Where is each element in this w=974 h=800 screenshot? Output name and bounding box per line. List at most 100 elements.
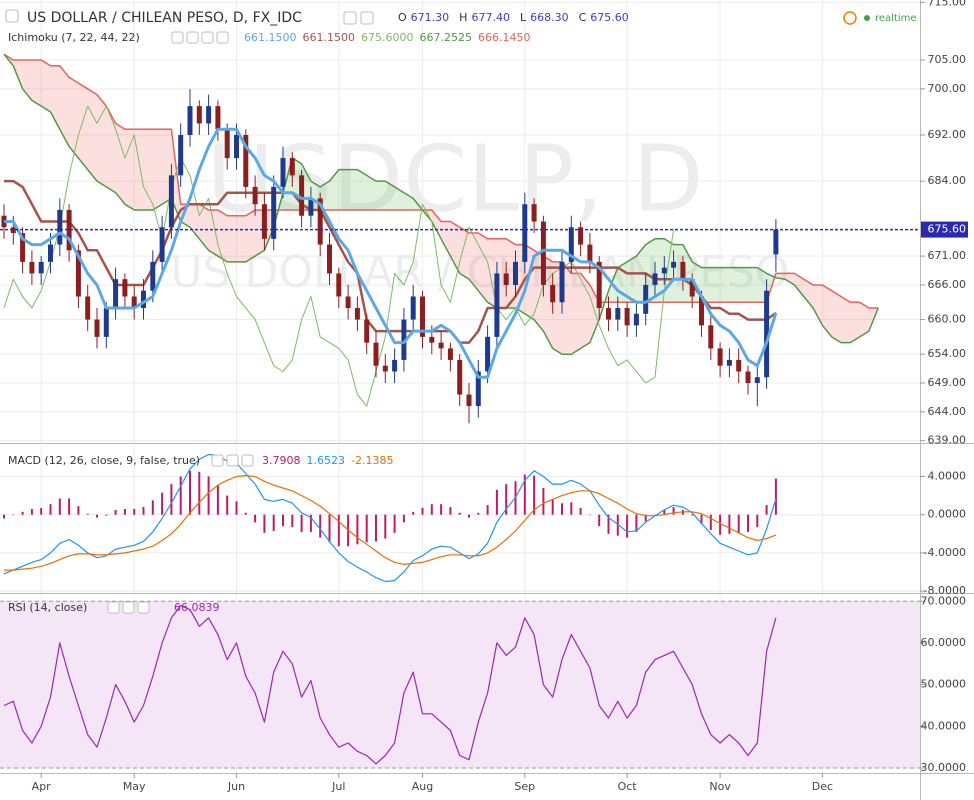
histogram-bar (477, 512, 480, 515)
x-tick-label: Aug (412, 780, 433, 793)
histogram-bar (105, 514, 108, 516)
y-tick-label: 60.0000 (921, 636, 967, 649)
cloud (831, 290, 841, 343)
y-tick-label: 666.00 (928, 278, 967, 291)
alert-icon[interactable] (843, 11, 857, 25)
legend-value: 667.2525 (420, 31, 473, 44)
x-tick-label: Jun (227, 780, 245, 793)
y-tick-label: 700.00 (928, 82, 967, 95)
rsi-band (0, 601, 920, 768)
histogram-bar (616, 514, 619, 536)
cloud (22, 59, 32, 101)
candle-body (410, 296, 416, 320)
x-tick-label: Jul (331, 780, 345, 793)
indicator-line (3, 53, 879, 355)
histogram-bar (142, 507, 145, 515)
candle-body (57, 209, 63, 245)
cloud (431, 209, 442, 239)
histogram-bar (598, 514, 601, 527)
candle-body (113, 279, 119, 309)
candle-body (215, 106, 221, 130)
candle-body (373, 342, 379, 366)
cloud (329, 169, 339, 210)
indicator-line (4, 127, 778, 379)
legend-value: 661.1500 (244, 31, 297, 44)
candle-body (475, 371, 481, 407)
candle-body (773, 229, 779, 255)
legend-icon[interactable] (211, 454, 224, 467)
candle-body (447, 348, 453, 360)
watermark-sub: US DOLLAR / CHILEAN PESO (170, 247, 789, 298)
histogram-bar (319, 514, 322, 538)
candle-body (10, 227, 16, 234)
histogram-bar (244, 512, 247, 515)
legend-value: 666.1450 (478, 31, 531, 44)
legend-icon[interactable] (360, 11, 374, 25)
histogram-bar (235, 501, 238, 515)
legend-icon[interactable] (107, 601, 120, 614)
candle-body (643, 284, 649, 314)
x-tick-label: Apr (32, 780, 52, 793)
candle-body (206, 106, 212, 124)
candle-body (540, 221, 546, 285)
cloud (701, 267, 711, 303)
histogram-bar (644, 514, 647, 522)
legend-icon[interactable] (186, 31, 199, 44)
cloud (41, 59, 51, 112)
y-tick-label: 692.00 (928, 128, 967, 141)
histogram-bar (365, 514, 368, 543)
cloud (87, 88, 97, 182)
x-tick-label: Oct (618, 780, 638, 793)
histogram-bar (728, 514, 731, 534)
y-tick-label: 715.00 (928, 0, 967, 8)
candle-body (299, 175, 305, 216)
series-line (4, 475, 777, 571)
legend-icon[interactable] (122, 601, 135, 614)
candle-body (122, 279, 128, 297)
legend-icon[interactable] (241, 454, 254, 467)
legend-icon[interactable] (201, 31, 214, 44)
histogram-bar (179, 476, 182, 515)
histogram-bar (226, 495, 229, 515)
cloud (217, 209, 228, 262)
series-line (3, 604, 777, 765)
candle-body (457, 359, 463, 395)
candle-body (150, 261, 156, 291)
candle-body (633, 313, 639, 326)
histogram-bar (756, 514, 759, 528)
histogram-bar (375, 514, 377, 542)
candle-body (168, 175, 174, 228)
candle-body (234, 134, 239, 159)
candle-body (327, 244, 332, 274)
y-tick-label: 40.0000 (921, 719, 967, 732)
cloud (394, 186, 404, 210)
candle-body (29, 261, 35, 274)
legend-icon[interactable] (137, 601, 150, 614)
histogram-bar (49, 504, 52, 515)
histogram-bar (161, 492, 164, 515)
histogram-bar (635, 514, 638, 532)
candle-body (726, 359, 732, 366)
ohlc-key: L (520, 11, 527, 24)
cloud (459, 227, 469, 280)
legend-value: 66.0839 (174, 601, 220, 614)
collapse-button[interactable] (5, 9, 19, 23)
histogram-bar (123, 508, 126, 515)
x-tick-label: May (123, 780, 146, 793)
cloud (152, 129, 163, 210)
candle-body (494, 273, 500, 337)
ohlc-key: O (398, 11, 407, 24)
histogram-bar (300, 514, 303, 532)
histogram-bar (737, 514, 740, 533)
cloud (236, 215, 246, 262)
legend-icon[interactable] (171, 31, 184, 44)
candle-body (401, 319, 407, 360)
histogram-bar (719, 514, 722, 535)
legend-icon[interactable] (226, 454, 239, 467)
legend-icon[interactable] (343, 11, 357, 25)
cloud (673, 244, 683, 303)
candle-body (48, 244, 53, 262)
legend: US DOLLAR / CHILEAN PESO, D, FX_IDC O 671… (5, 9, 917, 614)
legend-icon[interactable] (216, 31, 229, 44)
histogram-bar (570, 502, 573, 515)
